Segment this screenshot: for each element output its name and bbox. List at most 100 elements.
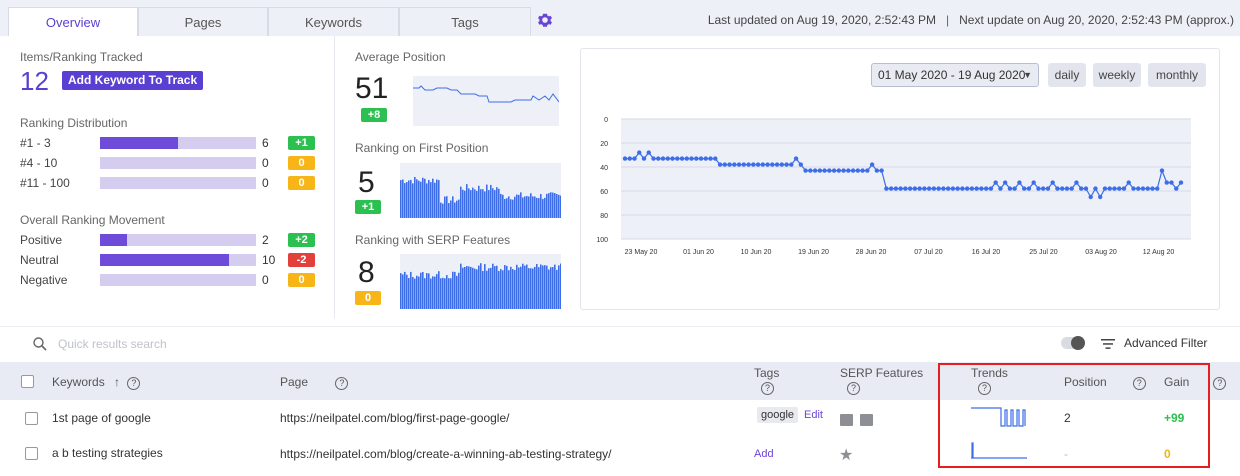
- histogram-bar: [542, 265, 544, 309]
- histogram-bar: [472, 187, 474, 218]
- histogram-bar: [428, 273, 430, 309]
- histogram-bar: [448, 203, 450, 218]
- help-icon[interactable]: ?: [1213, 377, 1227, 390]
- histogram-bar: [490, 184, 492, 218]
- table-row[interactable]: 1st page of google https://neilpatel.com…: [0, 400, 1240, 436]
- help-icon[interactable]: ?: [847, 382, 860, 395]
- data-point: [1098, 194, 1103, 200]
- period-daily-button[interactable]: daily: [1048, 63, 1086, 87]
- add-keyword-button[interactable]: Add Keyword To Track: [62, 71, 204, 90]
- distribution-bar: [100, 137, 256, 149]
- histogram-bar: [516, 194, 518, 218]
- edit-tag-link[interactable]: Edit: [804, 409, 823, 421]
- histogram-bar: [446, 196, 448, 218]
- histogram-bar: [484, 264, 486, 309]
- help-icon[interactable]: ?: [761, 382, 774, 395]
- filter-toggle[interactable]: [1061, 336, 1085, 350]
- gain-column-header[interactable]: Gain?: [1164, 375, 1227, 390]
- quick-search-input[interactable]: [58, 333, 458, 355]
- histogram-bar: [444, 278, 446, 309]
- trends-column-header[interactable]: Trends?: [971, 366, 1008, 395]
- data-point: [651, 156, 656, 161]
- histogram-bar: [492, 263, 494, 309]
- page-url-cell[interactable]: https://neilpatel.com/blog/first-page-go…: [280, 411, 510, 425]
- row-checkbox[interactable]: [25, 447, 38, 460]
- data-point: [860, 168, 865, 173]
- help-icon[interactable]: ?: [335, 377, 349, 390]
- keyword-cell[interactable]: 1st page of google: [52, 411, 151, 425]
- position-column-header[interactable]: Position?: [1064, 375, 1146, 390]
- histogram-bar: [452, 271, 454, 309]
- histogram-bar: [452, 196, 454, 218]
- data-point: [1036, 186, 1041, 191]
- histogram-bar: [474, 268, 476, 309]
- data-point: [1021, 186, 1027, 191]
- y-tick-label: 80: [600, 213, 608, 220]
- row-checkbox[interactable]: [25, 412, 38, 425]
- histogram-bar: [456, 275, 458, 309]
- serp-features-histogram: [400, 254, 561, 309]
- tab-pages[interactable]: Pages: [138, 7, 268, 36]
- advanced-filter-button[interactable]: Advanced Filter: [1124, 336, 1208, 350]
- histogram-bar: [422, 177, 424, 218]
- page-column-header[interactable]: Page ?: [280, 375, 349, 390]
- tab-keywords[interactable]: Keywords: [268, 7, 399, 36]
- data-point: [1088, 194, 1093, 200]
- data-point: [917, 186, 922, 191]
- table-row[interactable]: a b testing strategies https://neilpatel…: [0, 436, 1240, 472]
- keyword-cell[interactable]: a b testing strategies: [52, 446, 163, 460]
- period-monthly-button[interactable]: monthly: [1148, 63, 1206, 87]
- histogram-bar: [524, 265, 526, 309]
- histogram-bar: [432, 178, 434, 218]
- serp-header-label: SERP Features: [840, 366, 924, 380]
- trend-sparkline[interactable]: [971, 406, 1027, 428]
- data-point: [974, 186, 979, 191]
- data-point: [779, 162, 785, 167]
- histogram-bar: [414, 176, 416, 218]
- tags-column-header[interactable]: Tags?: [754, 366, 779, 395]
- trend-sparkline[interactable]: [971, 441, 1027, 461]
- add-tag-link[interactable]: Add: [754, 448, 774, 460]
- histogram-bar: [416, 275, 418, 309]
- data-point: [684, 156, 689, 161]
- page-url-cell[interactable]: https://neilpatel.com/blog/create-a-winn…: [280, 447, 612, 461]
- serp-column-header[interactable]: SERP Features?: [840, 366, 923, 395]
- data-point: [1093, 186, 1098, 191]
- help-icon[interactable]: ?: [1132, 377, 1146, 390]
- histogram-bar: [458, 199, 460, 218]
- histogram-bar: [500, 269, 502, 309]
- data-point: [865, 168, 870, 173]
- data-point: [855, 168, 861, 173]
- data-point: [1112, 186, 1117, 191]
- histogram-bar: [400, 180, 402, 218]
- average-position-label: Average Position: [355, 50, 446, 64]
- plot-area: [621, 119, 1191, 239]
- data-point: [983, 186, 989, 191]
- period-weekly-button[interactable]: weekly: [1093, 63, 1141, 87]
- first-position-label: Ranking on First Position: [355, 141, 489, 155]
- help-icon[interactable]: ?: [127, 377, 141, 390]
- keywords-column-header[interactable]: Keywords ↑ ?: [52, 375, 141, 390]
- help-icon[interactable]: ?: [978, 382, 991, 395]
- histogram-bar: [482, 270, 484, 309]
- tab-overview[interactable]: Overview: [8, 7, 138, 36]
- date-range-picker[interactable]: 01 May 2020 - 19 Aug 2020 ▼: [871, 63, 1039, 87]
- movement-count: 0: [262, 273, 269, 287]
- tab-tags[interactable]: Tags: [399, 7, 531, 36]
- histogram-bar: [526, 264, 528, 309]
- select-all-checkbox[interactable]: [21, 375, 34, 388]
- tag-pill[interactable]: google: [757, 407, 799, 423]
- data-point: [955, 186, 960, 191]
- ranking-chart-panel: 01 May 2020 - 19 Aug 2020 ▼ daily weekly …: [580, 48, 1220, 310]
- histogram-bar: [530, 193, 532, 218]
- gear-icon[interactable]: [537, 12, 553, 28]
- data-point: [717, 162, 723, 167]
- data-point: [736, 162, 742, 167]
- histogram-bar: [556, 269, 558, 309]
- data-point: [831, 168, 837, 173]
- data-point: [1079, 186, 1084, 191]
- data-point: [993, 180, 998, 185]
- histogram-bar: [476, 190, 478, 218]
- distribution-count: 0: [262, 176, 269, 190]
- y-tick-label: 60: [600, 189, 608, 196]
